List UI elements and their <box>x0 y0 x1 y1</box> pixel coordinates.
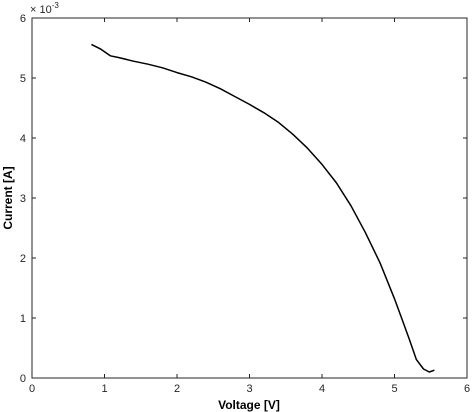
series-line <box>91 43 435 373</box>
y-tick-label: 5 <box>20 73 26 85</box>
y-axis-label: Current [A] <box>1 166 15 229</box>
y-multiplier-exponent: -3 <box>52 1 60 10</box>
y-tick-label: 2 <box>20 253 26 265</box>
x-tick-label: 2 <box>174 383 180 395</box>
x-axis-label: Voltage [V] <box>218 398 280 412</box>
y-tick-label: 1 <box>20 313 26 325</box>
plot-area <box>31 17 468 379</box>
y-axis-ticks: 0 1 2 3 4 5 6 <box>20 13 467 385</box>
x-tick-label: 5 <box>391 383 397 395</box>
y-tick-label: 0 <box>20 373 26 385</box>
y-tick-label: 4 <box>20 133 26 145</box>
x-tick-label: 6 <box>464 383 470 395</box>
y-tick-label: 3 <box>20 193 26 205</box>
x-tick-label: 4 <box>319 383 325 395</box>
y-tick-label: 6 <box>20 13 26 25</box>
x-tick-label: 3 <box>246 383 252 395</box>
series-layer <box>91 43 435 373</box>
x-tick-label: 1 <box>101 383 107 395</box>
x-tick-label: 0 <box>29 383 35 395</box>
x-axis-ticks: 0 1 2 3 4 5 6 <box>29 18 470 395</box>
y-multiplier-label: × 10-3 <box>30 1 59 16</box>
